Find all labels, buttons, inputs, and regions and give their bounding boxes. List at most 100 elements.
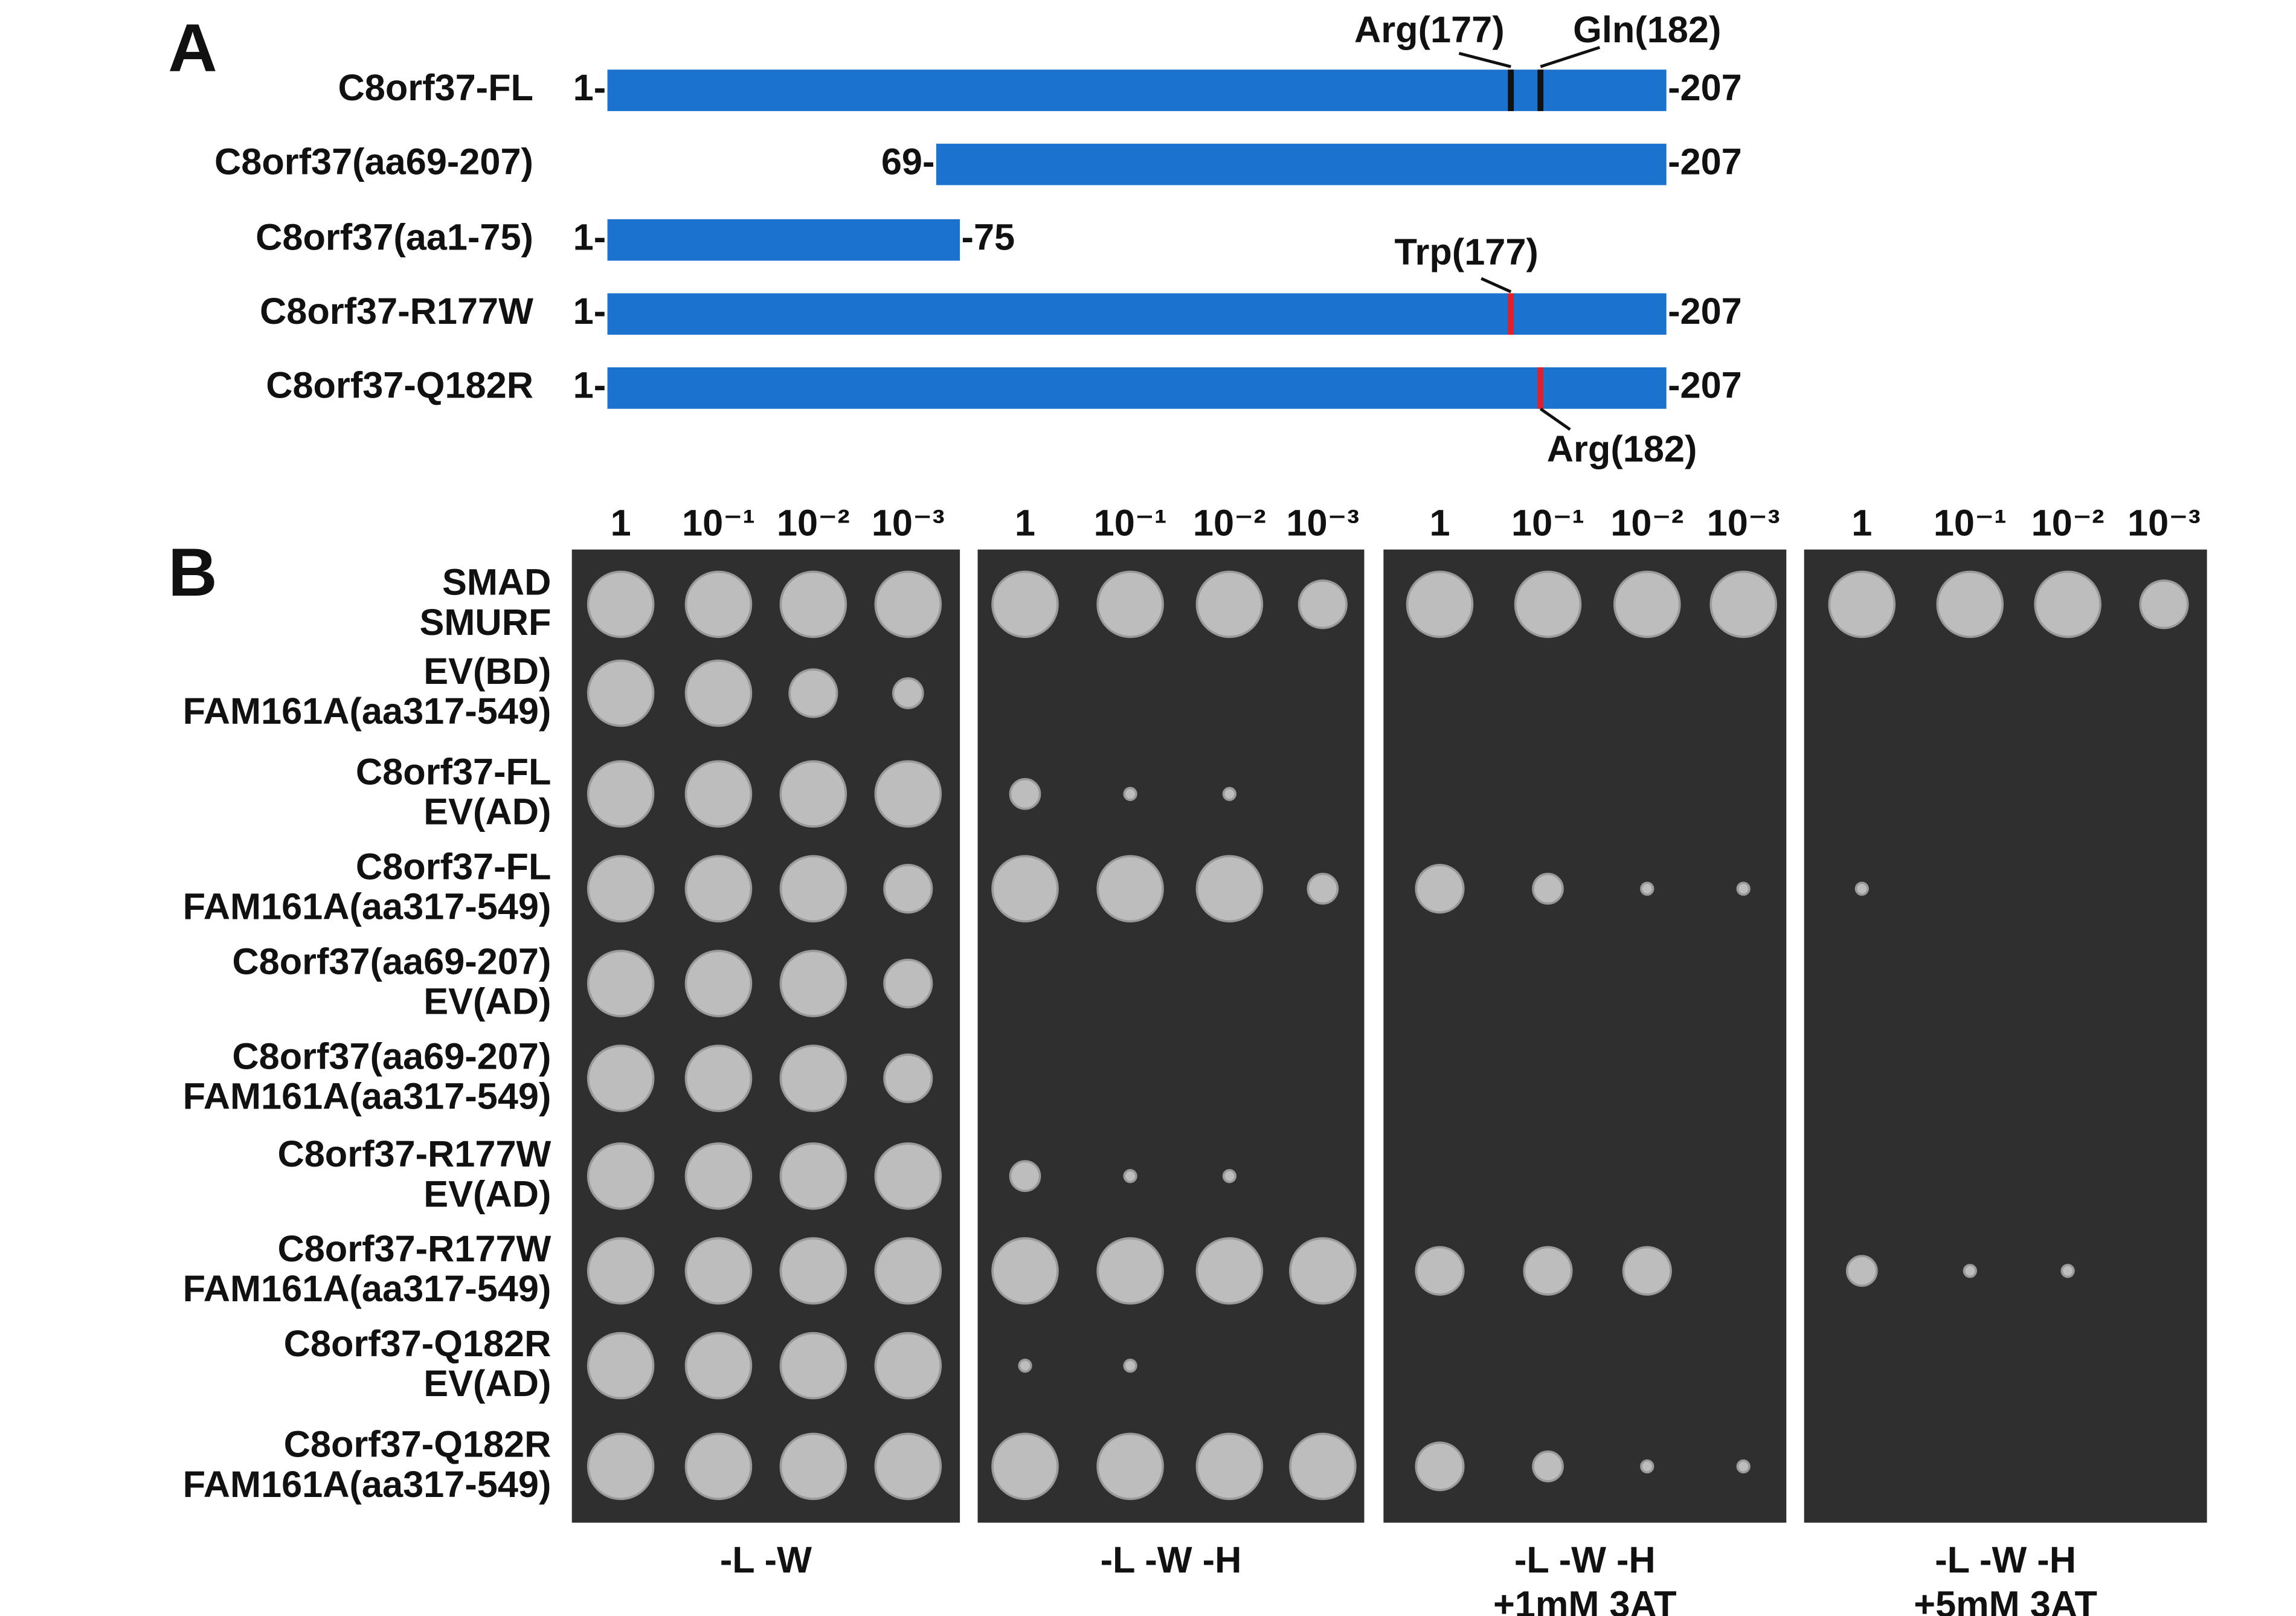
annotation-label: Gln(182) xyxy=(1573,9,1721,50)
annotation-label: Arg(182) xyxy=(1547,428,1697,469)
colony-spot xyxy=(779,1432,847,1501)
colony-spot xyxy=(874,570,942,639)
colony-spot xyxy=(587,659,655,727)
colony-spot xyxy=(587,570,655,639)
mutation-mark xyxy=(1508,69,1514,111)
annotation-label: Trp(177) xyxy=(1394,231,1538,272)
colony-spot xyxy=(684,1432,753,1501)
colony-spot xyxy=(587,950,655,1017)
colony-spot xyxy=(1298,579,1348,629)
condition-label: -L -W -H xyxy=(1514,1539,1656,1580)
colony-spot xyxy=(1123,1358,1137,1373)
dilution-label: 10⁻³ xyxy=(872,503,945,544)
colony-spot xyxy=(1009,1160,1041,1193)
colony-spot xyxy=(587,1237,655,1305)
row-label: C8orf37-R177W xyxy=(277,1133,551,1174)
colony-spot xyxy=(788,668,838,718)
mutation-mark xyxy=(1537,69,1544,111)
colony-spot xyxy=(1736,1459,1751,1474)
condition-label: +5mM 3AT xyxy=(1914,1583,2097,1616)
colony-spot xyxy=(1096,570,1164,639)
colony-spot xyxy=(1532,872,1564,905)
colony-spot xyxy=(587,1142,655,1210)
condition-label: +1mM 3AT xyxy=(1493,1583,1677,1616)
row-label: C8orf37(aa69-207) xyxy=(232,941,551,982)
condition-label: -L -W -H xyxy=(1935,1539,2076,1580)
colony-spot xyxy=(991,855,1059,922)
row-label: EV(AD) xyxy=(423,1363,551,1404)
plate xyxy=(1804,549,2207,1523)
colony-spot xyxy=(1640,1459,1654,1474)
colony-spot xyxy=(587,855,655,922)
colony-spot xyxy=(684,855,753,922)
dilution-label: 10⁻¹ xyxy=(1934,503,2007,544)
annotation-label: Arg(177) xyxy=(1354,9,1505,50)
plate xyxy=(1383,549,1787,1523)
colony-spot xyxy=(874,1432,942,1501)
row-label: C8orf37-Q182R xyxy=(284,1323,551,1364)
colony-spot xyxy=(991,1237,1059,1305)
colony-spot xyxy=(1613,570,1681,639)
colony-spot xyxy=(779,570,847,639)
colony-spot xyxy=(991,570,1059,639)
colony-spot xyxy=(1123,787,1137,801)
dilution-label: 1 xyxy=(1429,503,1450,544)
panel-letter: B xyxy=(168,534,217,610)
colony-spot xyxy=(1622,1246,1672,1296)
dilution-label: 10⁻² xyxy=(777,503,850,544)
row-label: EV(AD) xyxy=(423,981,551,1022)
colony-spot xyxy=(1514,570,1582,639)
construct-bar xyxy=(607,219,960,261)
colony-spot xyxy=(779,1045,847,1112)
row-label: EV(AD) xyxy=(423,1173,551,1214)
colony-spot xyxy=(883,1053,933,1104)
start-label: 1- xyxy=(573,216,606,257)
colony-spot xyxy=(2139,579,2189,629)
start-label: 1- xyxy=(573,365,606,406)
plate xyxy=(977,549,1365,1523)
row-label: C8orf37-R177W xyxy=(277,1228,551,1269)
start-label: 1- xyxy=(573,291,606,332)
construct-label: C8orf37(aa69-207) xyxy=(214,141,533,182)
colony-spot xyxy=(1222,787,1236,801)
construct-bar xyxy=(607,367,1667,409)
row-label: FAM161A(aa317-549) xyxy=(183,886,551,927)
colony-spot xyxy=(684,1142,753,1210)
colony-spot xyxy=(883,864,933,914)
end-label: -75 xyxy=(962,216,1015,257)
colony-spot xyxy=(1096,1432,1164,1501)
dilution-label: 10⁻² xyxy=(1610,503,1683,544)
end-label: -207 xyxy=(1668,141,1742,182)
colony-spot xyxy=(2060,1264,2075,1278)
colony-spot xyxy=(587,1432,655,1501)
annotation-line xyxy=(1540,46,1601,68)
colony-spot xyxy=(587,1331,655,1400)
construct-bar xyxy=(607,69,1667,111)
annotation-line xyxy=(1458,51,1511,68)
dilution-label: 10⁻¹ xyxy=(1511,503,1584,544)
colony-spot xyxy=(779,1142,847,1210)
row-label: FAM161A(aa317-549) xyxy=(183,691,551,732)
dilution-label: 10⁻¹ xyxy=(1094,503,1167,544)
colony-spot xyxy=(874,1142,942,1210)
colony-spot xyxy=(874,1331,942,1400)
mutation-mark xyxy=(1508,293,1514,335)
mutation-mark xyxy=(1537,367,1544,409)
colony-spot xyxy=(684,950,753,1017)
start-label: 69- xyxy=(881,141,935,182)
colony-spot xyxy=(684,570,753,639)
panel-letter: A xyxy=(168,10,217,86)
construct-label: C8orf37-Q182R xyxy=(266,365,533,406)
colony-spot xyxy=(1936,570,2004,639)
condition-label: -L -W xyxy=(720,1539,812,1580)
colony-spot xyxy=(1523,1246,1573,1296)
colony-spot xyxy=(1406,570,1474,639)
colony-spot xyxy=(874,1237,942,1305)
colony-spot xyxy=(1854,881,1869,896)
colony-spot xyxy=(779,1237,847,1305)
colony-spot xyxy=(1640,881,1654,896)
end-label: -207 xyxy=(1668,365,1742,406)
colony-spot xyxy=(684,1045,753,1112)
